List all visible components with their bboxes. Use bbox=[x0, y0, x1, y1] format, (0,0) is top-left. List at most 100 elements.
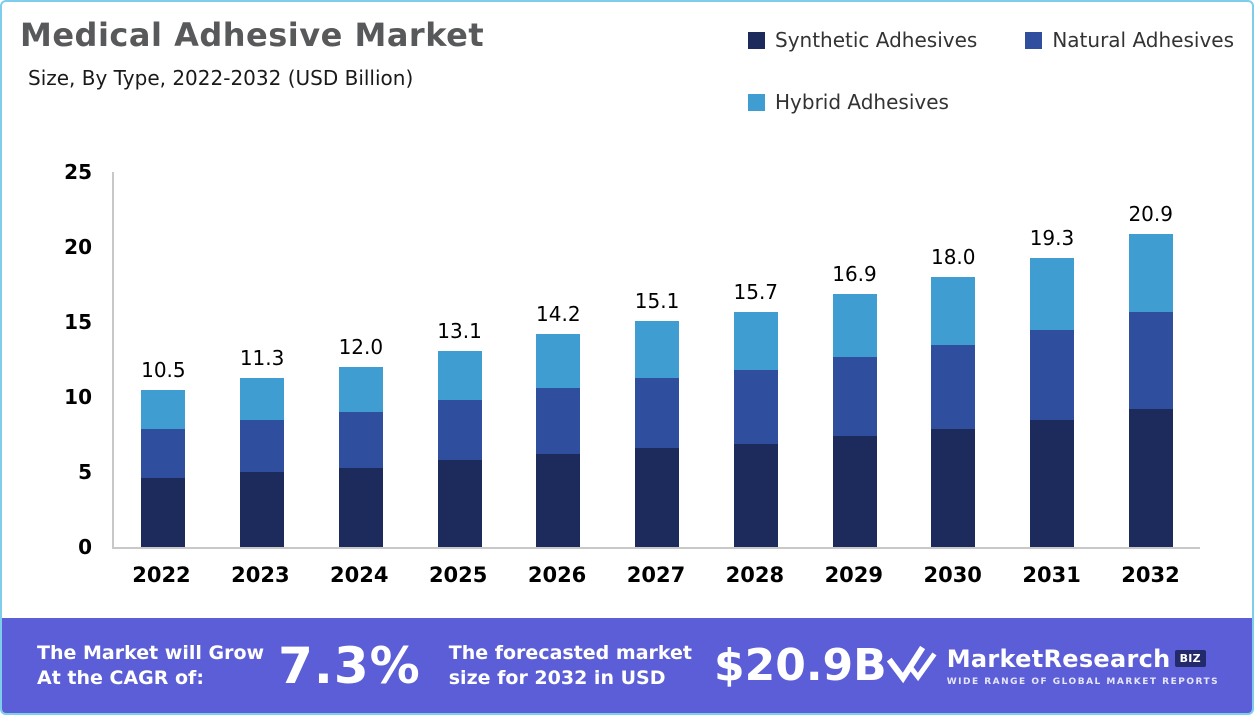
forecast-label-line2: size for 2032 in USD bbox=[448, 666, 666, 689]
x-axis-label: 2029 bbox=[824, 563, 884, 587]
bar-total-label: 11.3 bbox=[239, 345, 285, 370]
bar-segment-2024 bbox=[338, 412, 383, 468]
bar-slot-2032: 20.9 bbox=[1101, 172, 1200, 547]
bar-segment-2032 bbox=[1128, 409, 1173, 547]
x-axis-label: 2027 bbox=[626, 563, 686, 587]
page-title: Medical Adhesive Market bbox=[20, 16, 485, 54]
chart-area: 0 5 10 15 20 25 10.5 11.3 12.0 13.1 14.2 15.1 15.7 1… bbox=[34, 160, 1200, 587]
bar-slot-2027: 15.1 bbox=[608, 172, 707, 547]
bar-segment-2027 bbox=[635, 377, 680, 448]
page-subtitle: Size, By Type, 2022-2032 (USD Billion) bbox=[28, 66, 414, 90]
bar-segment-2031 bbox=[1029, 257, 1074, 330]
bar-slot-2023: 11.3 bbox=[213, 172, 312, 547]
bar-segment-2023 bbox=[240, 419, 285, 472]
bar-segment-2026 bbox=[536, 388, 581, 454]
legend-item-hybrid: Hybrid Adhesives bbox=[748, 90, 949, 114]
cagr-value: 7.3% bbox=[278, 636, 421, 695]
bar-segment-2023 bbox=[240, 472, 285, 547]
bar-total-label: 15.1 bbox=[634, 288, 680, 313]
legend-row-2: Hybrid Adhesives bbox=[748, 90, 949, 114]
bar-segment-2030 bbox=[931, 277, 976, 345]
bar-segment-2027 bbox=[635, 320, 680, 378]
cagr-label-line1: The Market will Grow bbox=[37, 641, 265, 664]
logo-wordmark: MarketResearch BIZ bbox=[947, 645, 1219, 673]
x-axis-label: 2025 bbox=[428, 563, 488, 587]
bar-2031: 19.3 bbox=[1029, 226, 1074, 547]
bar-slot-2026: 14.2 bbox=[509, 172, 608, 547]
bar-total-label: 20.9 bbox=[1128, 201, 1173, 226]
bar-segment-2026 bbox=[536, 334, 581, 388]
y-tick-label: 25 bbox=[64, 160, 92, 184]
bar-segment-2023 bbox=[240, 377, 285, 420]
x-axis-label: 2030 bbox=[923, 563, 982, 587]
header: Medical Adhesive Market Size, By Type, 2… bbox=[20, 16, 484, 90]
bar-2025: 13.1 bbox=[437, 319, 482, 547]
x-axis-label: 2028 bbox=[725, 563, 785, 587]
bar-segment-2025 bbox=[437, 350, 482, 400]
bar-segment-2032 bbox=[1128, 311, 1173, 409]
bar-segment-2028 bbox=[733, 311, 778, 370]
bar-segment-2029 bbox=[832, 356, 877, 436]
legend-swatch-synthetic-icon bbox=[748, 31, 765, 49]
legend-item-natural: Natural Adhesives bbox=[1025, 28, 1234, 52]
bar-segment-2025 bbox=[437, 460, 482, 547]
bar-total-label: 16.9 bbox=[832, 261, 877, 286]
bar-segment-2024 bbox=[338, 467, 383, 547]
legend: Synthetic Adhesives Natural Adhesives Hy… bbox=[748, 28, 1234, 114]
bar-slot-2028: 15.7 bbox=[706, 172, 805, 547]
bar-segment-2022 bbox=[141, 389, 186, 429]
forecast-label-line1: The forecasted market bbox=[448, 641, 692, 664]
bar-total-label: 19.3 bbox=[1029, 225, 1075, 250]
bar-segment-2022 bbox=[141, 478, 186, 547]
bar-segment-2031 bbox=[1029, 329, 1074, 420]
legend-item-synthetic: Synthetic Adhesives bbox=[748, 28, 977, 52]
bar-segment-2027 bbox=[635, 448, 680, 547]
bar-segment-2028 bbox=[733, 370, 778, 444]
bar-2022: 10.5 bbox=[141, 358, 186, 547]
bar-slot-2030: 18.0 bbox=[904, 172, 1003, 547]
x-axis-label: 2023 bbox=[231, 563, 290, 587]
bar-total-label: 18.0 bbox=[930, 245, 976, 269]
forecast-label: The forecasted market size for 2032 in U… bbox=[449, 641, 692, 690]
bar-2023: 11.3 bbox=[240, 346, 285, 547]
bar-2024: 12.0 bbox=[338, 335, 383, 547]
double-check-icon bbox=[886, 645, 937, 683]
y-tick-label: 0 bbox=[78, 535, 92, 559]
bar-segment-2032 bbox=[1128, 233, 1173, 312]
bar-segment-2026 bbox=[536, 454, 581, 547]
plot-area: 10.5 11.3 12.0 13.1 14.2 15.1 15.7 16.9 18.0 19.3… bbox=[112, 172, 1200, 549]
x-axis-label: 2026 bbox=[527, 563, 587, 587]
bar-slot-2029: 16.9 bbox=[805, 172, 904, 547]
legend-swatch-hybrid-icon bbox=[748, 93, 765, 111]
bar-slot-2024: 12.0 bbox=[311, 172, 410, 547]
x-axis-label: 2031 bbox=[1022, 563, 1081, 587]
bar-slot-2031: 19.3 bbox=[1003, 172, 1102, 547]
bar-total-label: 12.0 bbox=[338, 335, 384, 359]
bar-total-label: 15.7 bbox=[733, 279, 779, 304]
bar-2030: 18.0 bbox=[931, 245, 976, 547]
bar-segment-2024 bbox=[338, 367, 383, 412]
legend-row-1: Synthetic Adhesives Natural Adhesives bbox=[748, 28, 1234, 52]
bar-2027: 15.1 bbox=[635, 289, 680, 547]
y-tick-label: 10 bbox=[64, 385, 92, 409]
cagr-label: The Market will Grow At the CAGR of: bbox=[37, 641, 264, 690]
x-axis-label: 2024 bbox=[330, 563, 389, 587]
bar-total-label: 13.1 bbox=[437, 318, 482, 343]
legend-label-hybrid: Hybrid Adhesives bbox=[775, 90, 949, 114]
x-axis-label: 2022 bbox=[132, 563, 191, 587]
bar-segment-2022 bbox=[141, 428, 186, 478]
logo-name: MarketResearch bbox=[946, 644, 1171, 673]
legend-label-natural: Natural Adhesives bbox=[1052, 28, 1234, 52]
bar-2026: 14.2 bbox=[536, 302, 581, 547]
bar-segment-2029 bbox=[832, 436, 877, 547]
bar-segment-2025 bbox=[437, 400, 482, 460]
bar-2032: 20.9 bbox=[1128, 202, 1173, 547]
bar-total-label: 10.5 bbox=[141, 357, 186, 382]
cagr-label-line2: At the CAGR of: bbox=[37, 666, 204, 689]
bar-segment-2030 bbox=[931, 428, 976, 547]
forecast-value: $20.9B bbox=[713, 640, 887, 691]
y-axis: 0 5 10 15 20 25 bbox=[34, 160, 92, 559]
logo-biz-badge: BIZ bbox=[1174, 650, 1206, 667]
bar-2029: 16.9 bbox=[832, 262, 877, 547]
